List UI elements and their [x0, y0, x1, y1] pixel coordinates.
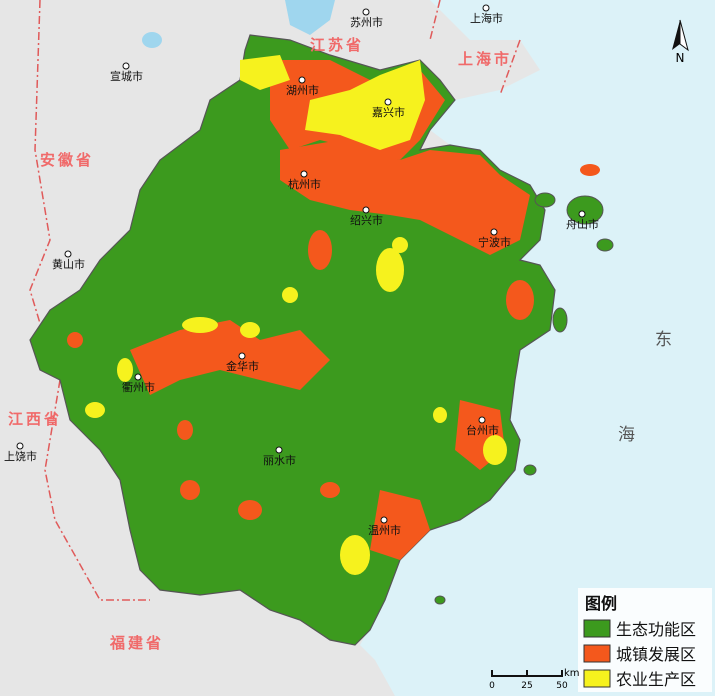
sea-label: 海 — [618, 425, 635, 445]
lake — [142, 32, 162, 48]
city-dot — [362, 8, 370, 16]
city-dot — [578, 210, 586, 218]
scale-unit: km — [564, 668, 580, 679]
city-label: 舟山市 — [566, 217, 599, 231]
city-label: 黄山市 — [52, 257, 85, 271]
city-label: 丽水市 — [263, 453, 296, 467]
city-label: 宣城市 — [110, 69, 143, 83]
legend-label: 生态功能区 — [616, 620, 696, 639]
agricultural-zone — [85, 55, 507, 575]
city-label: 杭州市 — [288, 177, 321, 191]
city-label: 金华市 — [226, 359, 259, 373]
city-label: 上饶市 — [4, 449, 37, 463]
scale-tick-label: 50 — [556, 681, 568, 691]
islands — [434, 192, 614, 605]
city-label: 绍兴市 — [350, 213, 383, 227]
province-label: 安徽省 — [40, 151, 94, 169]
north-label: N — [676, 51, 685, 65]
city-label: 嘉兴市 — [372, 105, 405, 119]
legend-label: 城镇发展区 — [616, 645, 696, 664]
city-dot — [380, 516, 388, 524]
province-borders — [29, 0, 521, 601]
scale-tick-label: 25 — [521, 681, 532, 691]
city-dot — [490, 228, 498, 236]
city-dot — [384, 98, 392, 106]
city-label: 温州市 — [368, 523, 401, 537]
province-label: 江苏省 — [310, 36, 364, 54]
city-dot — [16, 442, 24, 450]
legend-swatch — [583, 619, 611, 638]
province-label: 江西省 — [8, 410, 62, 428]
city-dot — [298, 76, 306, 84]
scale-tick-label: 0 — [489, 681, 495, 691]
lake — [285, 0, 335, 35]
city-label: 宁波市 — [478, 235, 511, 249]
city-dot — [238, 352, 246, 360]
city-dot — [134, 373, 142, 381]
city-dot — [275, 446, 283, 454]
sea — [360, 0, 715, 696]
urban-zone — [67, 60, 600, 560]
scale-bar: 0 25 50 km — [489, 668, 579, 691]
sea-label: 东 — [655, 330, 672, 350]
city-label: 湖州市 — [286, 83, 319, 97]
city-dot — [64, 250, 72, 258]
legend-title: 图例 — [585, 594, 617, 613]
city-label: 苏州市 — [350, 15, 383, 29]
city-dot — [300, 170, 308, 178]
city-label: 上海市 — [470, 11, 503, 25]
north-arrow: N — [672, 19, 689, 65]
city-dot — [122, 62, 130, 70]
legend-label: 农业生产区 — [616, 670, 696, 689]
city-dot — [482, 4, 490, 12]
legend-swatch — [583, 644, 611, 663]
province-label: 上海市 — [458, 50, 512, 68]
city-label: 衢州市 — [122, 380, 155, 394]
legend-swatch — [583, 669, 611, 688]
city-dot — [362, 206, 370, 214]
city-dot — [478, 416, 486, 424]
province-label: 福建省 — [109, 634, 164, 652]
city-label: 台州市 — [466, 423, 499, 437]
